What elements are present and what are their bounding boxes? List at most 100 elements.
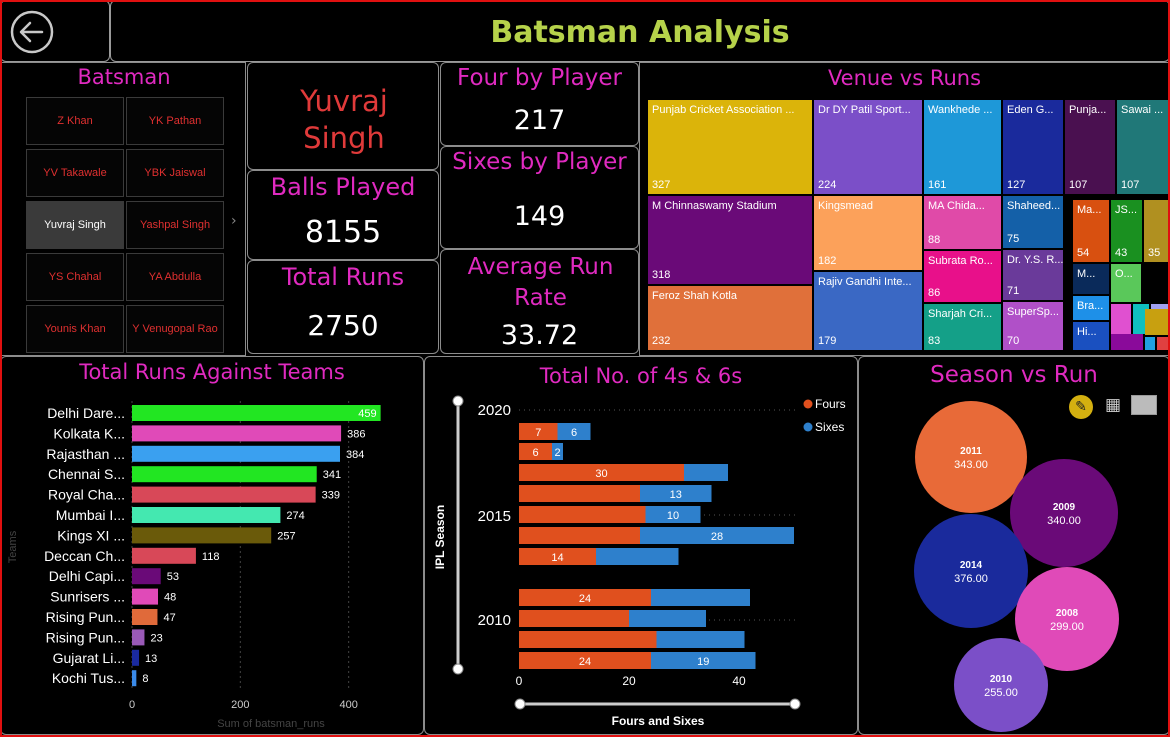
venue-tile[interactable]: JS... 43 — [1111, 200, 1142, 262]
season-bubble-value: 255.00 — [984, 687, 1018, 699]
venue-tile[interactable]: Feroz Shah Kotla 232 — [648, 286, 812, 350]
y-axis-label: Teams — [7, 530, 19, 563]
venue-tile[interactable]: Dr DY Patil Sport... 224 — [814, 100, 922, 194]
slicer-item[interactable]: Yuvraj Singh — [26, 201, 124, 249]
fours-bar — [519, 423, 558, 440]
venue-tile-label: Sharjah Cri... — [928, 308, 993, 320]
slicer-title: Batsman — [77, 65, 171, 89]
x-tick-label: 400 — [339, 699, 357, 711]
fours-data-label: 24 — [579, 593, 591, 605]
venue-tile[interactable]: MA Chida... 88 — [924, 196, 1001, 249]
balls-played-value: 8155 — [304, 215, 382, 250]
sixes-data-label: 6 — [571, 427, 577, 439]
team-data-label: 8 — [142, 673, 148, 685]
team-tick-label: Kolkata K... — [53, 425, 125, 441]
slicer-item[interactable]: Yashpal Singh — [126, 201, 224, 249]
pencil-icon[interactable]: ✎ — [1069, 395, 1093, 419]
chart-icon[interactable] — [1131, 395, 1157, 415]
venue-tile-label: Punja... — [1069, 104, 1107, 116]
venue-title: Venue vs Runs — [827, 66, 982, 90]
venue-tile[interactable] — [1157, 337, 1170, 350]
slicer-item[interactable]: Younis Khan — [26, 305, 124, 353]
sixes-bar — [640, 527, 794, 544]
slicer-item[interactable]: YK Pathan — [126, 97, 224, 145]
fours-data-label: 24 — [579, 656, 591, 668]
team-bar — [132, 527, 272, 544]
chevron-right-icon[interactable]: › — [231, 213, 237, 229]
venue-tile[interactable]: Eden G... 127 — [1003, 100, 1063, 194]
team-bar — [132, 670, 137, 687]
table-icon[interactable]: ▦ — [1105, 395, 1122, 415]
sixes-bar — [629, 610, 706, 627]
team-bar — [132, 405, 381, 421]
venue-tile-label: Subrata Ro... — [928, 255, 993, 267]
player-name-card: Yuvraj Singh — [247, 62, 439, 170]
back-arrow-icon[interactable] — [9, 9, 55, 55]
venue-tile[interactable]: Hi... — [1073, 322, 1109, 350]
venue-tile[interactable]: M... — [1073, 264, 1109, 294]
venue-tile[interactable]: Bra... — [1073, 296, 1109, 320]
venue-tile[interactable]: Wankhede ... 161 — [924, 100, 1001, 194]
season-chart-title: Season vs Run — [930, 362, 1098, 388]
sixes-bar — [557, 423, 591, 440]
team-bar — [132, 445, 340, 462]
venue-tile[interactable]: 35 — [1144, 200, 1170, 262]
venue-tile[interactable]: Punja... 107 — [1065, 100, 1115, 194]
venue-tile[interactable] — [1145, 337, 1155, 350]
venue-tile[interactable]: Kingsmead 182 — [814, 196, 922, 270]
venue-tile-value: 70 — [1007, 335, 1020, 347]
sixes-card: Sixes by Player 149 — [440, 146, 639, 249]
sixes-bar — [645, 506, 701, 523]
venue-tile[interactable]: SuperSp... 70 — [1003, 302, 1063, 350]
fours-sixes-panel: Total No. of 4s & 6s 2020 2015 2010 7 6 6 2 30 1… — [424, 356, 858, 735]
venue-tile[interactable]: M Chinnaswamy Stadium 318 — [648, 196, 812, 284]
team-data-label: 47 — [163, 612, 175, 624]
venue-tile[interactable]: O... — [1111, 264, 1141, 302]
team-tick-label: Chennai S... — [48, 466, 125, 482]
season-bubble-label: 2010 — [990, 674, 1013, 685]
venue-tile[interactable]: Sharjah Cri... 83 — [924, 304, 1001, 350]
team-tick-label: Kings XI ... — [57, 527, 125, 543]
slicer-item[interactable]: YS Chahal — [26, 253, 124, 301]
venue-tile[interactable]: Rajiv Gandhi Inte... 179 — [814, 272, 922, 350]
venue-tile-label: Sawai ... — [1121, 104, 1164, 116]
season-bubble-label: 2011 — [960, 446, 982, 457]
slicer-item[interactable]: YV Takawale — [26, 149, 124, 197]
team-bar — [132, 629, 145, 646]
venue-tile[interactable] — [1111, 334, 1143, 350]
sixes-data-label: 28 — [711, 531, 723, 543]
team-bar — [132, 486, 316, 503]
slicer-item[interactable]: YBK Jaiswal — [126, 149, 224, 197]
x-tick-label: 0 — [129, 699, 135, 711]
x-tick-label: 0 — [516, 674, 523, 688]
avg-run-rate-value: 33.72 — [500, 320, 579, 351]
team-bar — [132, 649, 140, 666]
sixes-value: 149 — [513, 201, 566, 232]
slicer-item[interactable]: YA Abdulla — [126, 253, 224, 301]
venue-tile-value: 127 — [1007, 179, 1026, 191]
slicer-item[interactable]: Y Venugopal Rao — [126, 305, 224, 353]
sixes-bar — [596, 548, 679, 565]
team-data-label: 53 — [167, 571, 179, 583]
venue-tile[interactable]: Dr. Y.S. R... 71 — [1003, 250, 1063, 300]
season-bubble-value: 343.00 — [954, 459, 988, 471]
venue-tile-value: 86 — [928, 287, 941, 299]
venue-tile-value: 71 — [1007, 285, 1020, 297]
avg-run-rate-label: Average Run Rate — [467, 254, 614, 311]
venue-tile-label: JS... — [1115, 204, 1138, 216]
venue-tile-value: 318 — [652, 269, 671, 281]
team-bar — [132, 547, 196, 564]
season-bubble-label: 2014 — [960, 560, 983, 571]
slicer-item[interactable]: Z Khan — [26, 97, 124, 145]
season-bubble-value: 299.00 — [1050, 621, 1084, 633]
venue-tile[interactable]: Punjab Cricket Association ... 327 — [648, 100, 812, 194]
venue-tile[interactable]: Subrata Ro... 86 — [924, 251, 1001, 302]
venue-tile[interactable]: Shaheed... 75 — [1003, 196, 1063, 248]
venue-tile[interactable] — [1111, 304, 1131, 334]
venue-tile[interactable]: Sawai ... 107 — [1117, 100, 1170, 194]
y-tick-label: 2015 — [478, 508, 511, 525]
venue-tile[interactable] — [1145, 309, 1170, 335]
venue-tile[interactable]: Ma... 54 — [1073, 200, 1109, 262]
back-button-panel[interactable] — [0, 0, 110, 62]
venue-tile-label: Punjab Cricket Association ... — [652, 104, 795, 116]
